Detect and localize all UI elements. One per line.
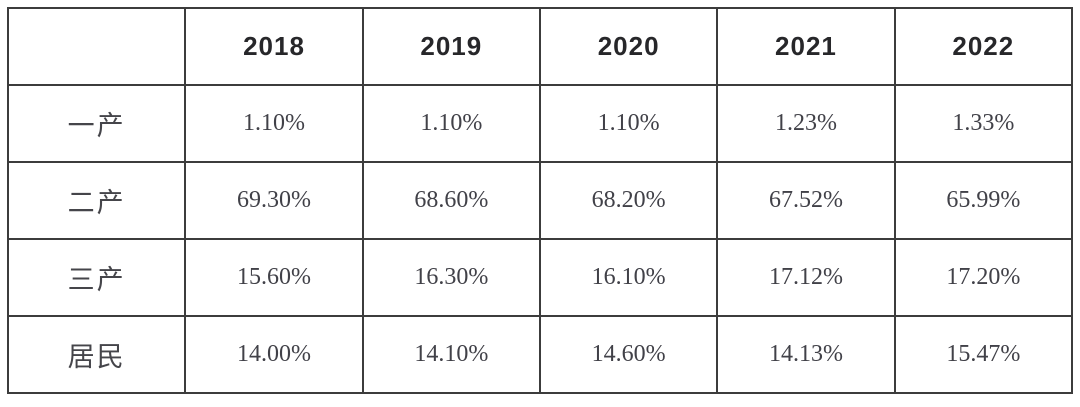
value-cell: 15.60% [184, 238, 364, 317]
value-cell: 14.13% [716, 315, 896, 394]
row-label-cell: 三产 [6, 238, 187, 317]
value-cell: 68.60% [361, 161, 541, 240]
year-header-2022: 2022 [893, 7, 1074, 86]
value-cell: 16.10% [538, 238, 719, 317]
value-cell: 1.10% [538, 84, 719, 163]
value-cell: 1.10% [361, 84, 541, 163]
value-cell: 14.00% [184, 315, 364, 394]
table-stage: 2018 2019 2020 2021 2022 一产 1.10% 1.10% … [6, 7, 1074, 394]
value-cell: 14.10% [361, 315, 541, 394]
row-label-cell: 一产 [6, 84, 187, 163]
value-cell: 17.20% [893, 238, 1074, 317]
year-header-2018: 2018 [184, 7, 364, 86]
row-label-cell: 居民 [6, 315, 187, 394]
header-row: 2018 2019 2020 2021 2022 [6, 7, 1074, 86]
value-cell: 67.52% [716, 161, 896, 240]
value-cell: 16.30% [361, 238, 541, 317]
year-header-2021: 2021 [716, 7, 896, 86]
value-cell: 65.99% [893, 161, 1074, 240]
value-cell: 1.33% [893, 84, 1074, 163]
value-cell: 1.10% [184, 84, 364, 163]
year-header-2020: 2020 [538, 7, 719, 86]
table-row: 一产 1.10% 1.10% 1.10% 1.23% 1.33% [6, 84, 1074, 163]
table-row: 二产 69.30% 68.60% 68.20% 67.52% 65.99% [6, 161, 1074, 240]
value-cell: 14.60% [538, 315, 719, 394]
industry-share-table: 2018 2019 2020 2021 2022 一产 1.10% 1.10% … [6, 7, 1074, 394]
table-row: 居民 14.00% 14.10% 14.60% 14.13% 15.47% [6, 315, 1074, 394]
value-cell: 68.20% [538, 161, 719, 240]
value-cell: 15.47% [893, 315, 1074, 394]
row-label-cell: 二产 [6, 161, 187, 240]
value-cell: 17.12% [716, 238, 896, 317]
value-cell: 1.23% [716, 84, 896, 163]
corner-cell [6, 7, 187, 86]
year-header-2019: 2019 [361, 7, 541, 86]
table-row: 三产 15.60% 16.30% 16.10% 17.12% 17.20% [6, 238, 1074, 317]
value-cell: 69.30% [184, 161, 364, 240]
